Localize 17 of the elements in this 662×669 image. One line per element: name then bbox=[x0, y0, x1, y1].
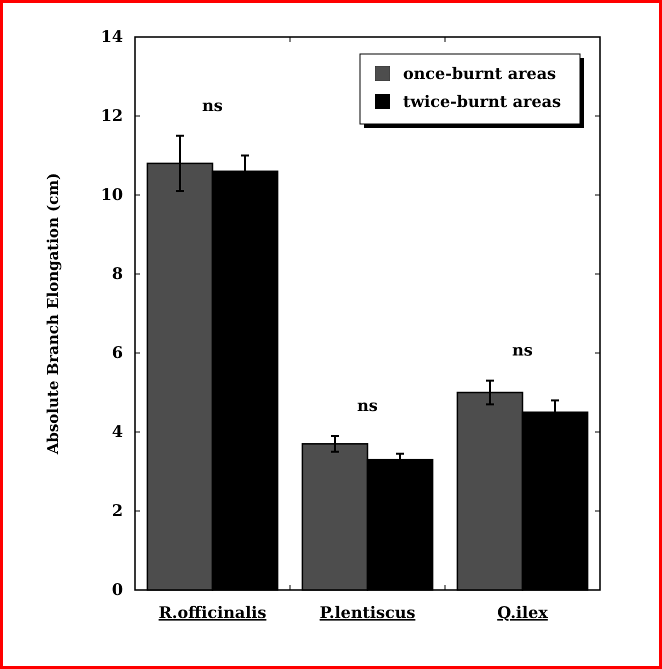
legend-label: twice-burnt areas bbox=[403, 92, 561, 111]
x-tick-label: R.officinalis bbox=[158, 603, 266, 622]
annotation: ns bbox=[202, 96, 223, 115]
y-tick-label: 4 bbox=[112, 422, 123, 442]
annotation: ns bbox=[357, 396, 378, 415]
y-tick-label: 6 bbox=[112, 343, 123, 362]
y-tick-label: 14 bbox=[100, 27, 123, 46]
y-tick-label: 2 bbox=[112, 501, 123, 520]
y-tick-label: 8 bbox=[112, 264, 123, 284]
y-axis-title: Absolute Branch Elongation (cm) bbox=[44, 172, 62, 456]
y-tick-label: 12 bbox=[100, 106, 123, 126]
x-tick-label: Q.ilex bbox=[497, 603, 548, 622]
y-tick-label: 10 bbox=[100, 185, 123, 204]
y-tick-label: 0 bbox=[112, 580, 123, 600]
x-tick-label: P.lentiscus bbox=[320, 603, 416, 622]
legend-label: once-burnt areas bbox=[403, 64, 556, 83]
annotation: ns bbox=[512, 340, 533, 360]
